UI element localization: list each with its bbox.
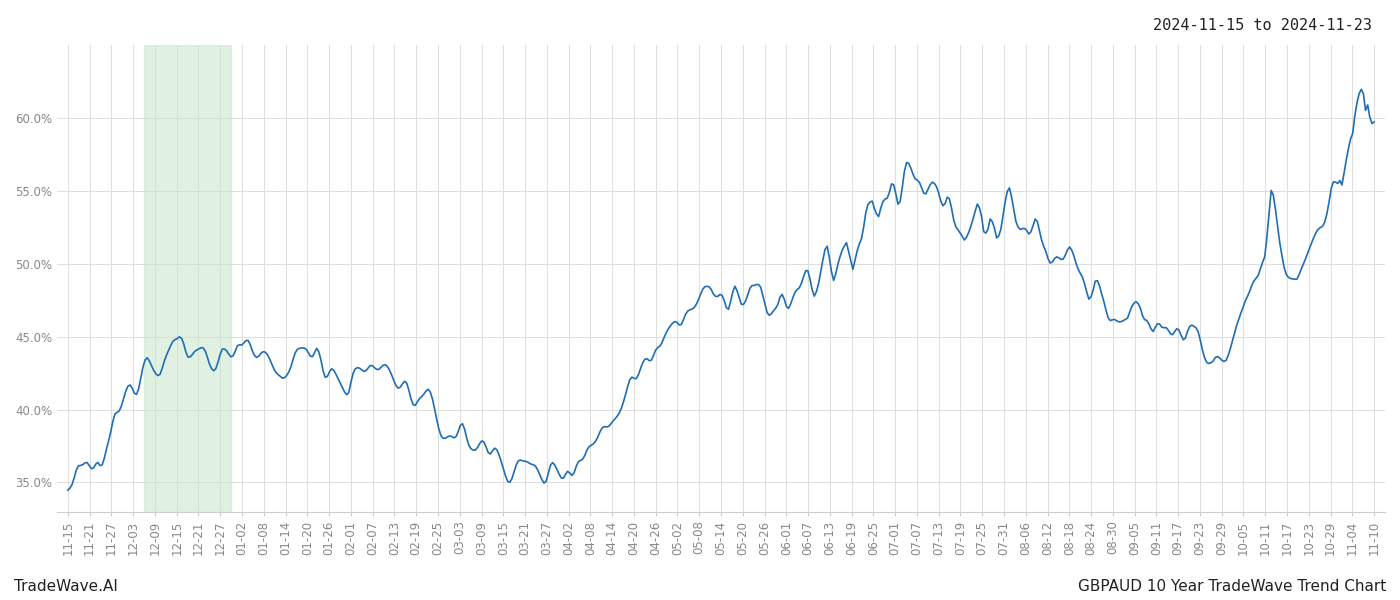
- Text: TradeWave.AI: TradeWave.AI: [14, 579, 118, 594]
- Text: GBPAUD 10 Year TradeWave Trend Chart: GBPAUD 10 Year TradeWave Trend Chart: [1078, 579, 1386, 594]
- Text: 2024-11-15 to 2024-11-23: 2024-11-15 to 2024-11-23: [1154, 18, 1372, 33]
- Bar: [144, 45, 231, 512]
